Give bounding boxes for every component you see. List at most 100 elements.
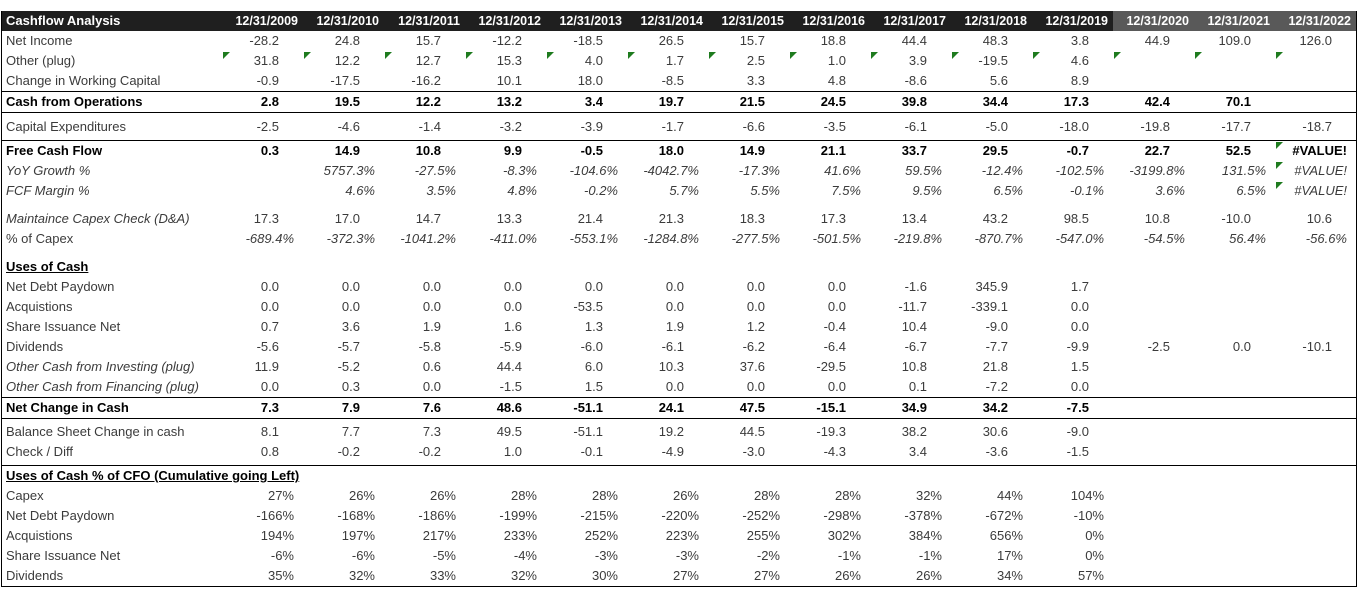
value-cell[interactable]: 17.3 bbox=[253, 211, 279, 226]
value-cell[interactable] bbox=[222, 466, 303, 486]
value-cell[interactable]: -6.0 bbox=[580, 339, 603, 354]
value-cell[interactable] bbox=[870, 466, 951, 486]
value-cell[interactable]: 26% bbox=[915, 568, 942, 583]
value-cell[interactable]: 3.4 bbox=[908, 444, 927, 459]
value-cell[interactable]: 70.1 bbox=[1225, 94, 1251, 109]
value-cell[interactable]: #VALUE! bbox=[1275, 181, 1356, 201]
value-cell[interactable]: 33.7 bbox=[901, 143, 927, 158]
value-cell[interactable] bbox=[1275, 377, 1356, 397]
value-cell[interactable] bbox=[627, 257, 708, 277]
value-cell[interactable]: 0.0 bbox=[665, 379, 684, 394]
value-cell[interactable]: 52.5 bbox=[1225, 143, 1251, 158]
value-cell[interactable]: -7.5 bbox=[1066, 400, 1089, 415]
value-cell[interactable] bbox=[1275, 357, 1356, 377]
value-cell[interactable]: -19.5 bbox=[951, 51, 1032, 71]
value-cell[interactable] bbox=[1113, 317, 1194, 337]
value-cell[interactable]: 22.7 bbox=[1144, 143, 1170, 158]
value-cell[interactable]: 28% bbox=[510, 488, 537, 503]
value-cell[interactable]: 9.9 bbox=[503, 143, 522, 158]
date-column-header[interactable]: 12/31/2011 bbox=[384, 11, 465, 31]
value-cell[interactable]: 15.7 bbox=[415, 33, 441, 48]
value-cell[interactable]: 24.1 bbox=[658, 400, 684, 415]
value-cell[interactable]: 1.7 bbox=[627, 51, 708, 71]
row-label[interactable]: Net Debt Paydown bbox=[6, 508, 115, 523]
row-label[interactable]: Cash from Operations bbox=[6, 94, 143, 109]
value-cell[interactable]: 6.5% bbox=[1236, 183, 1266, 198]
value-cell[interactable]: 44.4 bbox=[901, 33, 927, 48]
value-cell[interactable]: -104.6% bbox=[569, 163, 618, 178]
value-cell[interactable] bbox=[465, 257, 546, 277]
value-cell[interactable]: 29.5 bbox=[982, 143, 1008, 158]
value-cell[interactable]: -3.9 bbox=[580, 119, 603, 134]
value-cell[interactable]: 28% bbox=[834, 488, 861, 503]
value-cell[interactable] bbox=[222, 181, 303, 201]
row-label[interactable]: Acquistions bbox=[6, 299, 73, 314]
value-cell[interactable] bbox=[1113, 357, 1194, 377]
value-cell[interactable]: -672% bbox=[985, 508, 1023, 523]
row-label[interactable]: Net Change in Cash bbox=[6, 400, 129, 415]
value-cell[interactable]: 28% bbox=[591, 488, 618, 503]
value-cell[interactable]: 255% bbox=[746, 528, 780, 543]
value-cell[interactable]: -378% bbox=[904, 508, 942, 523]
value-cell[interactable]: -17.3% bbox=[738, 163, 780, 178]
value-cell[interactable]: -19.8 bbox=[1140, 119, 1170, 134]
value-cell[interactable]: 0.0 bbox=[1232, 339, 1251, 354]
value-cell[interactable]: 3.8 bbox=[1070, 33, 1089, 48]
value-cell[interactable]: -277.5% bbox=[731, 231, 780, 246]
value-cell[interactable]: 3.6 bbox=[341, 319, 360, 334]
value-cell[interactable]: 35% bbox=[267, 568, 294, 583]
value-cell[interactable]: 0.1 bbox=[908, 379, 927, 394]
value-cell[interactable]: -0.2 bbox=[337, 444, 360, 459]
value-cell[interactable]: -5.9 bbox=[499, 339, 522, 354]
row-label[interactable]: Check / Diff bbox=[6, 444, 73, 459]
value-cell[interactable]: 44.5 bbox=[739, 424, 765, 439]
value-cell[interactable]: -6.6 bbox=[742, 119, 765, 134]
value-cell[interactable] bbox=[1194, 277, 1275, 297]
value-cell[interactable] bbox=[1194, 546, 1275, 566]
value-cell[interactable] bbox=[1275, 566, 1356, 586]
value-cell[interactable]: 0.0 bbox=[665, 299, 684, 314]
value-cell[interactable] bbox=[1275, 486, 1356, 506]
value-cell[interactable]: 302% bbox=[827, 528, 861, 543]
value-cell[interactable]: 1.3 bbox=[584, 319, 603, 334]
value-cell[interactable]: 12.2 bbox=[303, 51, 384, 71]
value-cell[interactable]: 2.8 bbox=[260, 94, 279, 109]
value-cell[interactable]: -0.1% bbox=[1070, 183, 1104, 198]
value-cell[interactable]: 5.6 bbox=[989, 73, 1008, 88]
value-cell[interactable]: 10.4 bbox=[901, 319, 927, 334]
value-cell[interactable]: -17.5 bbox=[330, 73, 360, 88]
value-cell[interactable] bbox=[1113, 506, 1194, 526]
value-cell[interactable]: -11.7 bbox=[898, 299, 927, 314]
value-cell[interactable]: -689.4% bbox=[245, 231, 294, 246]
value-cell[interactable]: 1.5 bbox=[1070, 359, 1089, 374]
value-cell[interactable] bbox=[1275, 317, 1356, 337]
value-cell[interactable]: -10% bbox=[1073, 508, 1104, 523]
date-column-header[interactable]: 12/31/2018 bbox=[951, 11, 1032, 31]
value-cell[interactable] bbox=[1194, 442, 1275, 462]
value-cell[interactable]: 5757.3% bbox=[323, 163, 375, 178]
value-cell[interactable] bbox=[1194, 71, 1275, 91]
value-cell[interactable]: -28.2 bbox=[249, 33, 279, 48]
value-cell[interactable]: 109.0 bbox=[1218, 33, 1251, 48]
value-cell[interactable]: 26% bbox=[834, 568, 861, 583]
value-cell[interactable]: 28% bbox=[753, 488, 780, 503]
value-cell[interactable]: #VALUE! bbox=[1275, 141, 1356, 161]
value-cell[interactable]: 1.9 bbox=[422, 319, 441, 334]
value-cell[interactable] bbox=[1275, 506, 1356, 526]
value-cell[interactable]: -4042.7% bbox=[643, 163, 699, 178]
value-cell[interactable] bbox=[1194, 486, 1275, 506]
value-cell[interactable]: 19.7 bbox=[658, 94, 684, 109]
value-cell[interactable]: 17.3 bbox=[1063, 94, 1089, 109]
value-cell[interactable]: 194% bbox=[260, 528, 294, 543]
value-cell[interactable] bbox=[1275, 297, 1356, 317]
value-cell[interactable]: 34.2 bbox=[982, 400, 1008, 415]
value-cell[interactable]: 8.1 bbox=[260, 424, 279, 439]
value-cell[interactable]: 30% bbox=[591, 568, 618, 583]
value-cell[interactable]: 32% bbox=[915, 488, 942, 503]
value-cell[interactable]: 49.5 bbox=[496, 424, 522, 439]
value-cell[interactable] bbox=[222, 161, 303, 181]
value-cell[interactable]: -870.7% bbox=[974, 231, 1023, 246]
value-cell[interactable]: -5.6 bbox=[256, 339, 279, 354]
value-cell[interactable]: -1.5 bbox=[1066, 444, 1089, 459]
value-cell[interactable] bbox=[1275, 51, 1356, 71]
